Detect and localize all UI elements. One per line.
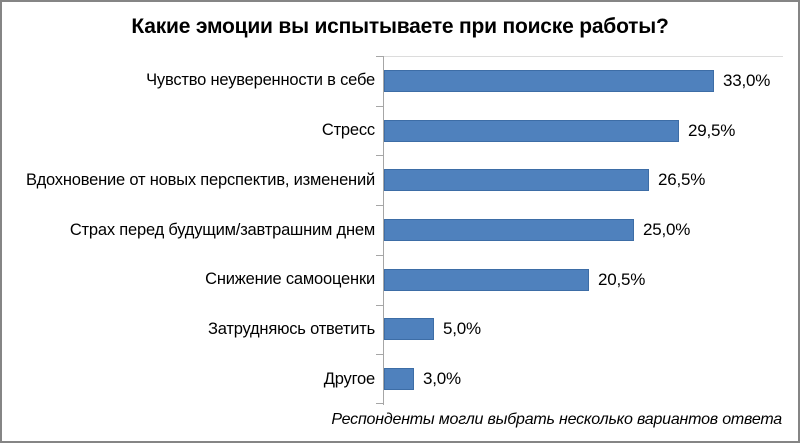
axis-tick-mark: [376, 106, 383, 107]
category-label: Страх перед будущим/завтрашним днем: [69, 220, 375, 239]
axis-ticks: [2, 56, 383, 405]
value-label: 25,0%: [643, 220, 691, 240]
bar-row: Снижение самооценки 20,5%: [2, 255, 794, 305]
value-label: 29,5%: [688, 120, 736, 140]
bar: [384, 169, 649, 192]
bar: [384, 119, 679, 142]
axis-tick-mark: [376, 403, 383, 404]
bar-row: Стресс 29,5%: [2, 106, 794, 156]
category-label: Затрудняюсь ответить: [207, 319, 375, 338]
category-label: Чувство неуверенности в себе: [146, 71, 375, 90]
bar: [384, 368, 414, 391]
value-label: 20,5%: [598, 269, 646, 289]
category-label: Другое: [323, 369, 375, 388]
footnote: Респонденты могли выбрать несколько вари…: [331, 411, 782, 428]
bar: [384, 318, 434, 341]
bar-row: Чувство неуверенности в себе 33,0%: [2, 56, 794, 106]
axis-tick-mark: [376, 305, 383, 306]
bar: [384, 219, 634, 242]
axis-tick-mark: [376, 255, 383, 256]
bar-rows: Чувство неуверенности в себе 33,0% Стресс 2…: [2, 56, 794, 404]
axis-tick-mark: [376, 56, 383, 57]
category-label: Стресс: [321, 121, 375, 140]
axis-tick-mark: [376, 205, 383, 206]
value-label: 33,0%: [723, 70, 771, 90]
category-label: Вдохновение от новых перспектив, изменен…: [25, 170, 375, 189]
category-axis-line: [383, 56, 384, 405]
plot-top-border: [383, 56, 783, 57]
bar-row: Страх перед будущим/завтрашним днем 25,0%: [2, 205, 794, 255]
value-label: 26,5%: [658, 170, 706, 190]
bar-row: Затрудняюсь ответить 5,0%: [2, 305, 794, 355]
bar-row: Вдохновение от новых перспектив, изменен…: [2, 155, 794, 205]
category-label: Снижение самооценки: [205, 270, 375, 289]
bar: [384, 69, 714, 92]
bar: [384, 268, 589, 291]
axis-tick-mark: [376, 354, 383, 355]
value-label: 3,0%: [423, 369, 461, 389]
chart-title: Какие эмоции вы испытываете при поиске р…: [131, 15, 669, 38]
axis-tick-mark: [376, 155, 383, 156]
value-label: 5,0%: [443, 319, 481, 339]
bar-row: Другое 3,0%: [2, 354, 794, 404]
